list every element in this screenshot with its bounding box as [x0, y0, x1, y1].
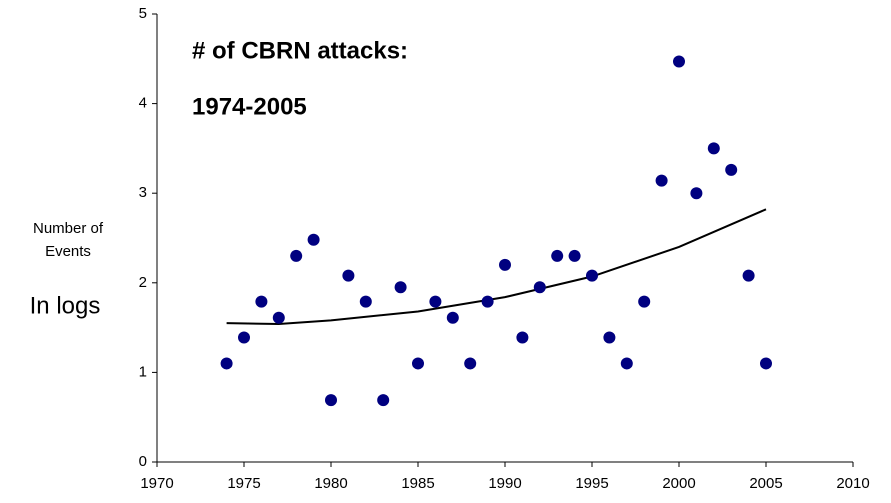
point — [325, 394, 337, 407]
point — [638, 295, 651, 308]
point — [690, 187, 703, 200]
x-tick-label: 2010 — [836, 475, 869, 492]
y-tick-label: 2 — [139, 274, 147, 291]
point — [533, 281, 546, 294]
point — [429, 295, 442, 308]
x-tick-label: 1980 — [314, 475, 347, 492]
point — [342, 269, 355, 282]
point — [673, 55, 685, 68]
point — [760, 357, 772, 370]
point — [481, 295, 494, 308]
x-tick-label: 2005 — [749, 475, 782, 492]
y-tick-label: 1 — [139, 363, 147, 380]
point — [655, 174, 668, 187]
point — [307, 233, 320, 246]
point — [603, 331, 616, 344]
point — [620, 357, 633, 370]
point — [272, 311, 285, 324]
point — [742, 269, 755, 282]
point — [359, 295, 372, 308]
point — [255, 295, 268, 308]
point — [586, 269, 598, 282]
y-axis-label: In logs — [30, 292, 101, 319]
x-tick-label: 2000 — [662, 475, 695, 492]
point — [725, 163, 738, 176]
x-tick-label: 1990 — [488, 475, 521, 492]
x-tick-label: 1985 — [401, 475, 434, 492]
point — [499, 258, 511, 271]
point — [394, 281, 407, 294]
point — [516, 331, 529, 344]
point — [377, 394, 390, 407]
point — [551, 249, 564, 262]
y-tick-label: 5 — [139, 5, 147, 22]
x-tick-label: 1975 — [227, 475, 260, 492]
y-tick-label: 4 — [139, 95, 147, 112]
x-tick-label: 1970 — [140, 475, 173, 492]
chart-title: 1974-2005 — [192, 93, 307, 120]
y-tick-label: 3 — [139, 184, 147, 201]
y-tick-label: 0 — [139, 453, 147, 470]
point — [464, 357, 477, 370]
point — [220, 357, 233, 370]
point — [238, 331, 250, 344]
chart-title: # of CBRN attacks: — [192, 37, 408, 64]
point — [290, 249, 303, 262]
point — [707, 142, 720, 155]
point — [568, 249, 581, 262]
point — [412, 357, 424, 370]
y-axis-label: Events — [45, 243, 91, 260]
trend-line — [226, 208, 767, 326]
x-tick-label: 1995 — [575, 475, 608, 492]
point — [446, 311, 459, 324]
y-axis-label: Number of — [33, 220, 104, 237]
